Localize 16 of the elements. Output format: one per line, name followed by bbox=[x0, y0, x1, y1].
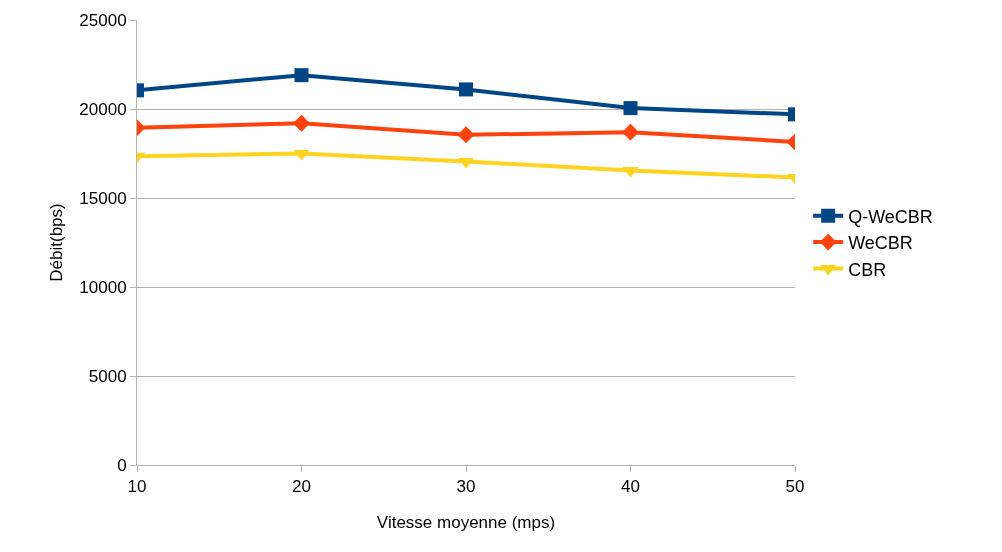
legend-label: WeCBR bbox=[848, 233, 913, 254]
y-tick-label: 25000 bbox=[79, 10, 127, 30]
y-axis-title: Débit(bps) bbox=[46, 203, 66, 282]
y-tick-label: 10000 bbox=[79, 277, 127, 297]
x-tick-label: 50 bbox=[785, 477, 805, 497]
x-tick-label: 20 bbox=[292, 477, 311, 497]
y-tick-label: 20000 bbox=[79, 99, 127, 119]
y-tick-label: 5000 bbox=[88, 366, 127, 386]
y-tick-label: 15000 bbox=[79, 188, 127, 208]
x-tick-label: 10 bbox=[127, 477, 147, 497]
legend-label: CBR bbox=[848, 259, 887, 280]
legend-label: Q-WeCBR bbox=[848, 206, 933, 227]
y-tick-label: 0 bbox=[117, 455, 127, 475]
x-tick-label: 30 bbox=[456, 477, 476, 497]
x-tick-label: 40 bbox=[621, 477, 640, 497]
x-axis-title: Vitesse moyenne (mps) bbox=[376, 512, 556, 532]
